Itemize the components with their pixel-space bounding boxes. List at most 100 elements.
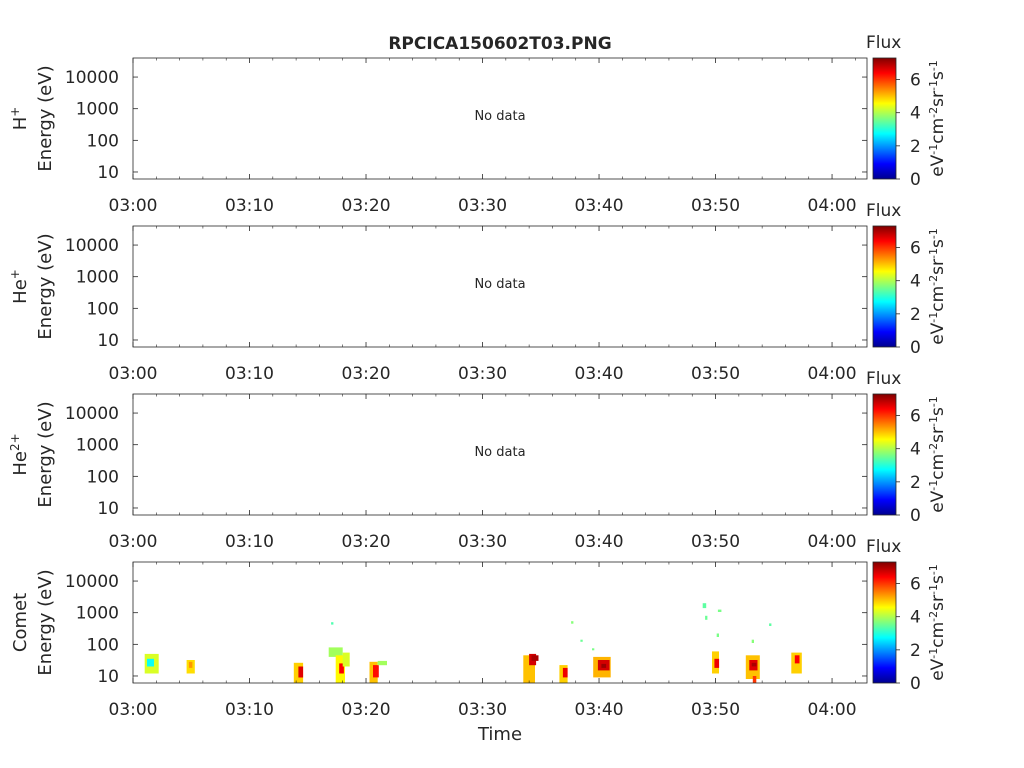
plot-frame	[132, 561, 868, 684]
colorbar-tick-label: 2	[910, 641, 921, 661]
colorbar-tick-label: 4	[910, 104, 921, 124]
colorbar-units-part: -1	[927, 228, 940, 239]
data-cell	[562, 667, 568, 678]
x-axis-ticks: 03:00 03:10 03:20 03:30 03:40 03:50 04:00	[109, 226, 857, 384]
colorbar-units-part: eV	[928, 490, 948, 512]
y-axis-label: Energy (eV)	[35, 65, 56, 171]
y-tick-label: 10000	[65, 404, 119, 424]
x-tick-label: 03:30	[458, 364, 507, 384]
data-cell	[705, 615, 708, 620]
y-tick-label: 100	[87, 467, 119, 487]
colorbar-units-part: sr	[928, 259, 948, 275]
y-tick-label: 1000	[76, 100, 119, 120]
ion-charge: +	[8, 107, 22, 117]
y-tick-label: 100	[87, 131, 119, 151]
x-tick-label: 03:20	[342, 364, 391, 384]
x-tick-label: 03:50	[691, 700, 740, 720]
colorbar-tick-label: 0	[910, 338, 921, 358]
y-tick-label: 10000	[65, 236, 119, 256]
data-cell	[331, 622, 334, 625]
data-cell	[752, 676, 757, 683]
data-cell	[716, 633, 719, 637]
data-cell	[188, 661, 193, 668]
data-cell	[702, 603, 707, 609]
x-tick-label: 03:30	[458, 196, 507, 216]
x-tick-label: 03:40	[575, 532, 624, 552]
no-data-message: No data	[474, 277, 525, 292]
colorbar-scale	[872, 393, 897, 516]
x-tick-label: 03:40	[575, 700, 624, 720]
colorbar-units: eV-1cm-2sr-1s-1	[927, 228, 949, 345]
x-tick-label: 03:50	[691, 532, 740, 552]
data-cell	[769, 623, 772, 626]
colorbar-tick-label: 2	[910, 305, 921, 325]
x-axis-label: Time	[477, 724, 522, 745]
colorbar-tick-label: 4	[910, 608, 921, 628]
y-tick-label: 100	[87, 299, 119, 319]
colorbar-scale	[872, 561, 897, 684]
colorbar-units-part: s	[928, 239, 948, 248]
y-tick-label: 10000	[65, 572, 119, 592]
colorbar-units-part: -2	[927, 611, 940, 622]
colorbar-tick-label: 4	[910, 272, 921, 292]
data-cell	[717, 609, 722, 612]
data-cell	[339, 663, 344, 674]
data-cell	[523, 655, 535, 683]
data-cell	[147, 658, 154, 667]
colorbar-tick-label: 2	[910, 473, 921, 493]
ion-label: He+	[8, 269, 31, 304]
x-tick-label: 04:00	[808, 700, 857, 720]
x-tick-label: 03:00	[109, 364, 158, 384]
y-tick-label: 10	[97, 667, 119, 687]
data-cell	[328, 647, 343, 657]
x-tick-label: 03:10	[225, 700, 274, 720]
colorbar-scale	[872, 57, 897, 180]
data-cell	[373, 665, 379, 678]
y-tick-label: 10	[97, 163, 119, 183]
x-axis-ticks: 03:00 03:10 03:20 03:30 03:40 03:50 04:00	[109, 58, 857, 216]
ion-charge: +	[8, 269, 22, 279]
y-tick-label: 1000	[76, 604, 119, 624]
colorbar-units-part: -1	[927, 60, 940, 71]
x-tick-label: 03:00	[109, 196, 158, 216]
colorbar-units-part: -1	[927, 480, 940, 491]
ion-charge: 2+	[8, 433, 22, 451]
colorbar-tick-label: 0	[910, 170, 921, 190]
colorbar-units-part: -1	[927, 416, 940, 427]
colorbar-units-part: sr	[928, 427, 948, 443]
x-tick-label: 03:40	[575, 196, 624, 216]
x-tick-label: 03:00	[109, 700, 158, 720]
data-cell	[751, 639, 754, 643]
colorbar-units-part: -1	[927, 396, 940, 407]
no-data-message: No data	[474, 109, 525, 124]
y-axis-ticks: 10 100 1000 10000	[65, 236, 867, 351]
data-cell	[794, 655, 800, 664]
ion-label: Comet	[10, 593, 31, 652]
x-tick-label: 03:40	[575, 364, 624, 384]
panel-2: 03:00 03:10 03:20 03:30 03:40 03:50 04:00 10 100…	[8, 201, 948, 384]
colorbar-units-part: cm	[928, 622, 948, 648]
colorbar-units-part: -1	[927, 564, 940, 575]
colorbar-units-part: s	[928, 71, 948, 80]
colorbar-units-part: -1	[927, 80, 940, 91]
data-cell	[342, 652, 350, 667]
colorbar-units-part: s	[928, 407, 948, 416]
colorbar-units-part: eV	[928, 154, 948, 176]
colorbar-tick-label: 6	[910, 239, 921, 259]
y-axis-ticks: 10 100 1000 10000	[65, 68, 867, 183]
data-cell	[571, 621, 574, 624]
y-tick-label: 10000	[65, 68, 119, 88]
plot-frame	[132, 57, 868, 180]
x-tick-label: 04:00	[808, 532, 857, 552]
colorbar-title: Flux	[866, 537, 901, 557]
colorbar-tick-label: 4	[910, 440, 921, 460]
colorbar-units-part: -1	[927, 648, 940, 659]
colorbar-units-part: eV	[928, 658, 948, 680]
colorbar-units: eV-1cm-2sr-1s-1	[927, 564, 949, 681]
y-axis-ticks: 10 100 1000 10000	[65, 572, 867, 687]
colorbar-units-part: -2	[927, 107, 940, 118]
colorbar-units-part: -2	[927, 443, 940, 454]
colorbar-units: eV-1cm-2sr-1s-1	[927, 396, 949, 513]
